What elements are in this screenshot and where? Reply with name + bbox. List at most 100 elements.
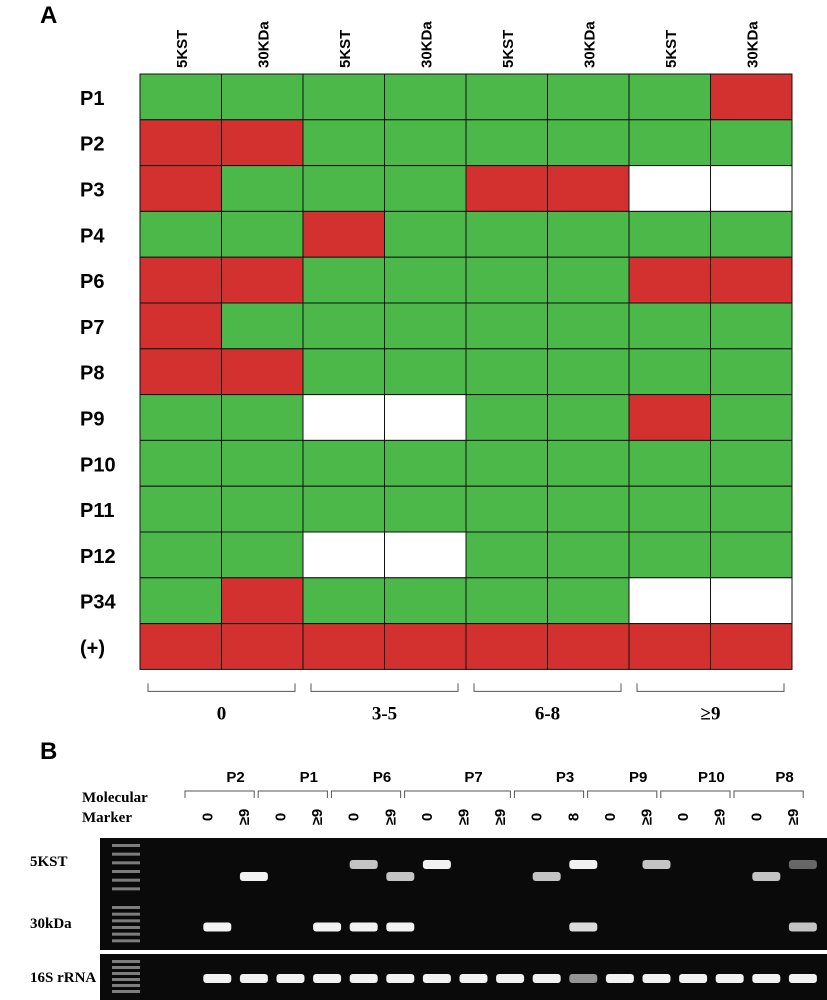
gel-band: [203, 974, 232, 983]
heatmap-cell: [139, 439, 222, 487]
heatmap-cell: [221, 531, 304, 579]
gel-band: [386, 872, 415, 881]
gel-band: [422, 860, 451, 869]
heatmap-cell: [139, 348, 222, 396]
ladder-band: [112, 906, 140, 909]
gel-band: [788, 860, 817, 869]
heatmap-cell: [547, 73, 630, 121]
gel-band: [313, 974, 342, 983]
heatmap-cell: [221, 73, 304, 121]
ladder-band: [112, 861, 140, 865]
heatmap-cell: [628, 348, 711, 396]
gel-label: 5KST: [30, 854, 68, 870]
heatmap-cell: [628, 394, 711, 441]
heatmap-cell: [465, 623, 548, 670]
gel-band: [642, 860, 671, 869]
column-header: 30KDa: [744, 21, 761, 68]
heatmap-cell: [465, 439, 548, 487]
group-bracket: [473, 683, 622, 692]
patient-bracket: [513, 790, 585, 798]
gel-band: [496, 974, 525, 983]
heatmap-cell: [710, 256, 793, 304]
lane-label: 0: [273, 813, 290, 821]
ladder-band: [112, 844, 140, 847]
heatmap-cell: [710, 165, 793, 212]
heatmap-cell: [384, 531, 467, 579]
heatmap-cell: [221, 577, 304, 625]
heatmap-cell: [221, 210, 304, 258]
ladder-band: [112, 960, 140, 963]
heatmap-cell: [384, 623, 467, 670]
patient-bracket: [257, 790, 328, 798]
heatmap-cell: [139, 119, 222, 167]
gel-band: [349, 974, 378, 983]
ladder-band: [112, 978, 140, 981]
ladder-band: [112, 984, 140, 987]
patient-label: P2: [226, 769, 244, 786]
gel-band: [349, 922, 378, 932]
heatmap-cell: [221, 348, 304, 396]
heatmap-cell: [221, 302, 304, 350]
heatmap-cell: [384, 210, 467, 258]
column-header: 5KST: [337, 30, 354, 68]
column-header: 30KDa: [418, 21, 435, 68]
heatmap-cell: [139, 623, 222, 670]
lane-label: 0: [602, 813, 619, 821]
heatmap-cell: [384, 439, 467, 487]
heatmap-cell: [302, 623, 385, 670]
heatmap-cell: [547, 348, 630, 396]
lane-label: 0: [748, 813, 765, 821]
heatmap-cell: [547, 623, 630, 670]
row-label: P7: [80, 317, 104, 339]
heatmap-cell: [710, 73, 793, 121]
lane-label: ≥9: [309, 809, 326, 826]
row-label: P34: [80, 592, 116, 614]
lane-label: ≥9: [492, 809, 509, 826]
heatmap-cell: [710, 210, 793, 258]
heatmap-cell: [547, 210, 630, 258]
gel-strip: [100, 838, 827, 900]
heatmap-panel: 5KST 30KDa 5KST 30KDa 5KST 30KDa 5KST 30KDa P1 P2…: [80, 21, 793, 736]
group-bracket: [310, 683, 459, 692]
row-label: (+): [80, 638, 105, 660]
row-label: P3: [80, 180, 104, 202]
heatmap-cell: [221, 119, 304, 167]
heatmap-cell: [465, 531, 548, 579]
patient-bracket: [587, 790, 658, 798]
patient-label: P7: [464, 769, 482, 786]
heatmap-cell: [547, 439, 630, 487]
gel-band: [459, 974, 488, 983]
heatmap-cell: [302, 210, 385, 258]
heatmap-cell: [710, 348, 793, 396]
timepoint-group-label: 3-5: [372, 703, 397, 724]
column-header: 30KDa: [581, 21, 598, 68]
ladder-band: [112, 966, 140, 969]
heatmap-cell: [628, 577, 711, 625]
heatmap-cell: [139, 73, 222, 121]
heatmap-cell: [628, 119, 711, 167]
heatmap-cell: [547, 531, 630, 579]
heatmap-cell: [547, 577, 630, 625]
heatmap-cell: [628, 531, 711, 579]
heatmap-cell: [221, 439, 304, 487]
heatmap-cell: [302, 165, 385, 212]
gel-label: 30kDa: [30, 916, 72, 932]
ladder-band: [112, 939, 140, 943]
row-label: P10: [80, 454, 116, 476]
heatmap-cell: [465, 256, 548, 304]
heatmap-cell: [710, 394, 793, 441]
lane-label: 0: [675, 813, 692, 821]
lane-label: ≥9: [639, 809, 656, 826]
row-label: P11: [80, 500, 114, 522]
column-header: 5KST: [500, 30, 517, 68]
gel-band: [642, 974, 671, 983]
gel-band: [349, 860, 378, 869]
heatmap-cell: [628, 210, 711, 258]
gel-band: [788, 922, 817, 932]
heatmap-cell: [465, 394, 548, 441]
heatmap-cell: [302, 119, 385, 167]
lane-label: 8: [565, 813, 582, 821]
heatmap-cell: [384, 73, 467, 121]
heatmap-cell: [221, 394, 304, 441]
